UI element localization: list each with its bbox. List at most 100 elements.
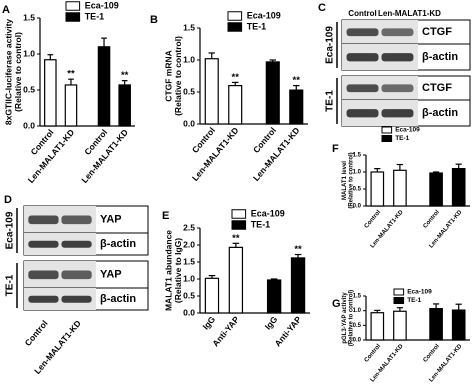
bar — [393, 310, 407, 341]
legend-label: Eca-109 — [247, 10, 281, 20]
blot-band — [28, 270, 59, 280]
bar — [118, 84, 131, 127]
y-tick-label: 0.0 — [23, 120, 35, 130]
blot-column-label: Control — [23, 318, 50, 348]
bar — [228, 246, 244, 314]
y-tick-label: 1.5 — [353, 294, 362, 300]
y-axis-label: (Relative to control) — [13, 32, 23, 112]
legend-label: TE-1 — [247, 21, 267, 31]
legend-label: Eca-109 — [251, 208, 285, 218]
legend-label: Eca-109 — [85, 0, 119, 10]
bar — [228, 84, 243, 125]
blot-band — [346, 109, 379, 118]
blot-row-label: β-actin — [100, 293, 136, 305]
y-tick-label: 1.0 — [353, 308, 362, 314]
y-tick-label: 0.5 — [183, 86, 195, 96]
bar — [97, 46, 111, 127]
y-tick-label: 0.5 — [23, 84, 35, 94]
legend-swatch — [381, 126, 393, 134]
blot-group-label: TE-1 — [325, 90, 336, 112]
bar — [64, 84, 78, 127]
y-axis-label: MALAT1 level — [342, 161, 348, 200]
bar — [451, 309, 466, 341]
blot-band — [381, 28, 414, 37]
blot-background — [24, 233, 96, 255]
blot-band — [28, 295, 59, 303]
bar — [429, 172, 443, 207]
panel-label: E — [162, 210, 169, 222]
x-tick-label: Control — [364, 209, 383, 229]
panel-label: D — [4, 194, 12, 206]
y-tick-label: 0.5 — [353, 187, 362, 193]
y-axis-label: (Relative to control) — [349, 290, 355, 346]
y-tick-label: 1.0 — [183, 54, 195, 64]
blot-band — [346, 84, 379, 93]
blot-row-label: YAP — [100, 213, 122, 225]
legend-label: TE-1 — [85, 11, 105, 21]
y-tick-label: 1.5 — [353, 153, 362, 159]
legend-swatch — [227, 11, 243, 21]
bar — [290, 257, 306, 314]
y-axis-label: (Relative to control) — [173, 36, 183, 116]
blot-group-label: TE-1 — [5, 274, 16, 296]
y-tick-label: 0.0 — [183, 118, 195, 128]
blot-band — [346, 53, 379, 62]
blot-band — [381, 53, 414, 62]
blot-band — [346, 28, 379, 37]
x-tick-label: Control — [364, 343, 383, 363]
y-tick-label: 2.0 — [183, 239, 195, 249]
legend-label: Eca-109 — [395, 127, 420, 134]
blot-band — [381, 84, 414, 93]
legend-swatch — [231, 220, 247, 230]
bar — [393, 169, 407, 207]
x-tick-label: IgG — [200, 314, 217, 332]
legend-label: TE-1 — [251, 219, 271, 229]
bar — [370, 171, 385, 207]
legend-label: Eca-109 — [407, 289, 432, 296]
blot-band — [61, 270, 92, 280]
bar — [204, 277, 220, 314]
bar — [44, 59, 57, 127]
panel-label: C — [318, 2, 326, 14]
bar — [289, 89, 304, 125]
legend-swatch — [65, 1, 81, 11]
blot-band — [61, 240, 92, 248]
blot-row-label: CTGF — [422, 26, 452, 38]
legend-swatch — [393, 297, 405, 304]
y-tick-label: 0.5 — [353, 323, 362, 329]
y-axis-label: MALAT1 abundance — [164, 230, 174, 311]
blot-row-label: β-actin — [100, 238, 136, 250]
blot-row-label: β-actin — [422, 51, 458, 63]
bar — [266, 279, 282, 314]
y-tick-label: 1.0 — [183, 273, 195, 283]
blot-group-label: Eca-109 — [325, 26, 336, 64]
significance: ** — [232, 72, 240, 83]
legend-swatch — [381, 135, 393, 142]
blot-band — [61, 215, 92, 225]
y-tick-label: 2.5 — [183, 222, 195, 232]
y-tick-label: 1.5 — [183, 22, 195, 32]
significance: ** — [67, 69, 75, 80]
legend-label: TE-1 — [395, 135, 409, 142]
legend-swatch — [227, 22, 243, 32]
y-axis-label: (Relative to IgG) — [173, 238, 183, 303]
y-tick-label: 0.0 — [183, 307, 195, 317]
y-axis-label: 8xGTIIC-luciferase activity — [4, 19, 14, 126]
significance: ** — [294, 244, 302, 255]
bar — [204, 58, 219, 125]
significance: ** — [121, 70, 129, 81]
blot-column-label: Control — [348, 9, 376, 18]
x-tick-label: Control — [423, 209, 442, 229]
y-tick-label: 0.0 — [353, 204, 362, 210]
bar — [451, 168, 466, 207]
blot-row-label: CTGF — [422, 82, 452, 94]
y-tick-label: 1.5 — [183, 256, 195, 266]
y-axis-label: (Relative to control) — [349, 152, 355, 208]
blot-group-label: Eca-109 — [5, 211, 16, 249]
y-axis-label: CTGF mRNA — [164, 50, 174, 101]
y-tick-label: 1.5 — [23, 12, 35, 22]
blot-row-label: YAP — [100, 268, 122, 280]
blot-band — [28, 240, 59, 248]
panel-label: A — [2, 4, 10, 16]
